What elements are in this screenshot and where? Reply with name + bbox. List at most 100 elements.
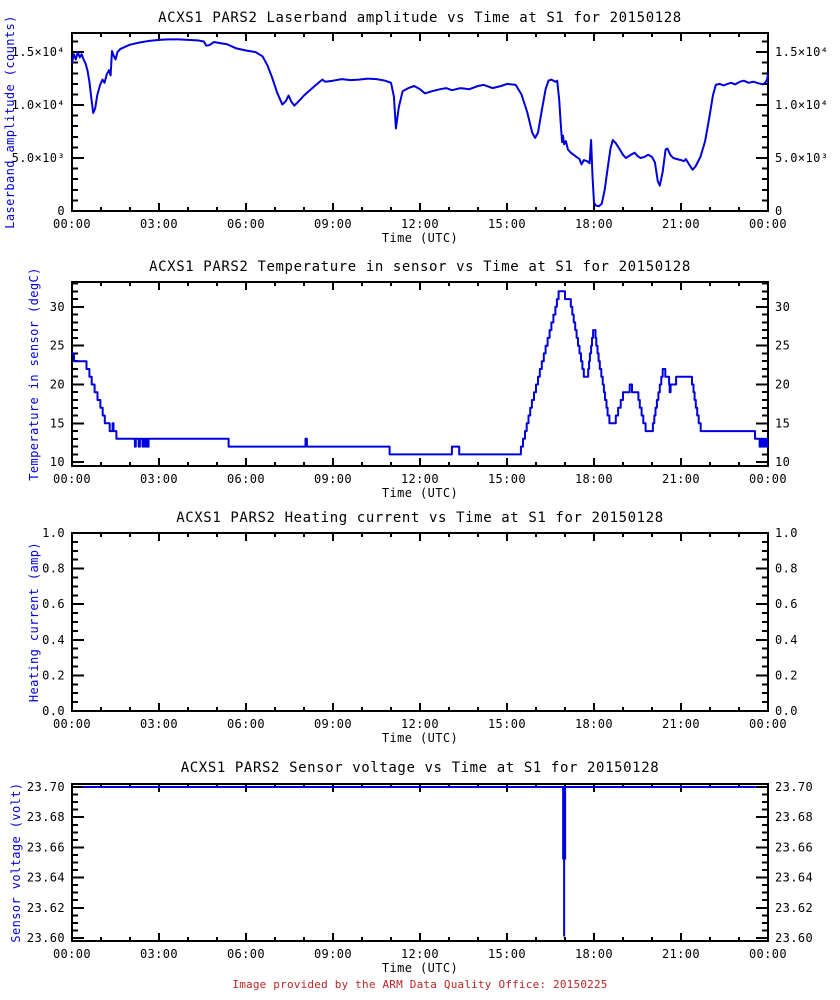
x-axis-label: Time (UTC) (382, 731, 458, 745)
x-tick-label: 15:00 (488, 947, 526, 961)
y-tick-label-right: 1.0×10⁴ (775, 98, 828, 112)
x-tick-label: 15:00 (488, 472, 526, 486)
x-tick-label: 12:00 (401, 717, 439, 731)
y-tick-label: 25 (50, 339, 65, 353)
x-tick-label: 09:00 (314, 472, 352, 486)
y-tick-label-right: 0.6 (775, 597, 798, 611)
y-tick-label: 23.60 (27, 931, 65, 945)
y-tick-label: 1.0 (42, 526, 65, 540)
x-tick-label: 18:00 (575, 472, 613, 486)
x-tick-label: 12:00 (401, 217, 439, 231)
x-tick-label: 15:00 (488, 217, 526, 231)
x-tick-label: 03:00 (140, 217, 178, 231)
y-tick-label: 0.0 (42, 704, 65, 718)
x-tick-label: 06:00 (227, 717, 265, 731)
x-tick-label: 00:00 (749, 472, 787, 486)
x-tick-label: 06:00 (227, 947, 265, 961)
chart-title: ACXS1 PARS2 Sensor voltage vs Time at S1… (181, 760, 660, 776)
data-series-sensor_temperature_degC (71, 290, 769, 456)
x-tick-label: 21:00 (662, 947, 700, 961)
y-tick-label-right: 15 (775, 416, 790, 430)
x-tick-label: 12:00 (401, 947, 439, 961)
chart-sensor-voltage: 00:00 03:00 06:00 09:00 12:00 15:00 18:00 21:00… (0, 755, 840, 1000)
x-tick-label: 12:00 (401, 472, 439, 486)
y-tick-label: 0.2 (42, 668, 65, 682)
chart-sensor-temperature: 00:00 03:00 06:00 09:00 12:00 15:00 18:00 21:00… (0, 250, 840, 502)
y-tick-label: 23.70 (27, 780, 65, 794)
y-tick-label-right: 0.2 (775, 668, 798, 682)
y-tick-label: 23.68 (27, 810, 65, 824)
y-tick-label-right: 30 (775, 300, 790, 314)
chart-laserband-amplitude: 00:00 03:00 06:00 09:00 12:00 15:00 18:00 21:00… (0, 0, 840, 250)
x-tick-label: 00:00 (749, 717, 787, 731)
y-tick-label: 1.5×10⁴ (12, 45, 65, 59)
y-tick-label-right: 25 (775, 339, 790, 353)
y-tick-label-right: 20 (775, 377, 790, 391)
y-tick-label-right: 5.0×10³ (775, 151, 828, 165)
y-tick-label: 5.0×10³ (12, 151, 65, 165)
x-tick-label: 09:00 (314, 217, 352, 231)
y-tick-label: 15 (50, 416, 65, 430)
plot-frame (71, 32, 769, 212)
y-tick-label-right: 1.0 (775, 526, 798, 540)
heating-current-plot: 00:00 03:00 06:00 09:00 12:00 15:00 18:00 21:00… (27, 510, 798, 745)
x-tick-label: 00:00 (53, 947, 91, 961)
x-tick-label: 00:00 (53, 217, 91, 231)
y-tick-label: 10 (50, 455, 65, 469)
x-tick-label: 00:00 (749, 217, 787, 231)
sensor-voltage-plot: 00:00 03:00 06:00 09:00 12:00 15:00 18:00 21:00… (9, 760, 813, 975)
footer-credit: Image provided by the ARM Data Quality O… (232, 978, 608, 991)
x-tick-label: 00:00 (53, 717, 91, 731)
y-tick-label: 1.0×10⁴ (12, 98, 65, 112)
y-tick-label-right: 0.8 (775, 562, 798, 576)
y-tick-label: 23.64 (27, 871, 65, 885)
x-tick-label: 00:00 (749, 947, 787, 961)
x-axis-label: Time (UTC) (382, 486, 458, 500)
x-tick-label: 06:00 (227, 217, 265, 231)
y-tick-label-right: 0.4 (775, 633, 798, 647)
y-axis-label: Heating current (amp) (27, 542, 41, 702)
x-axis-label: Time (UTC) (382, 961, 458, 975)
x-tick-label: 15:00 (488, 717, 526, 731)
x-tick-label: 18:00 (575, 947, 613, 961)
x-tick-label: 09:00 (314, 947, 352, 961)
x-tick-label: 18:00 (575, 717, 613, 731)
y-tick-label-right: 23.60 (775, 931, 813, 945)
plot-frame (71, 532, 769, 712)
y-axis-label: Laserband amplitude (counts) (3, 15, 17, 229)
x-tick-label: 21:00 (662, 717, 700, 731)
y-tick-label: 0.8 (42, 562, 65, 576)
sensor-temperature-plot: 00:00 03:00 06:00 09:00 12:00 15:00 18:00 21:00… (27, 259, 790, 500)
y-tick-label: 23.66 (27, 840, 65, 854)
y-tick-label: 23.62 (27, 901, 65, 915)
y-tick-label-right: 0.0 (775, 704, 798, 718)
chart-title: ACXS1 PARS2 Laserband amplitude vs Time … (158, 10, 682, 26)
x-tick-label: 18:00 (575, 217, 613, 231)
plot-frame (71, 783, 769, 942)
y-tick-label-right: 23.68 (775, 810, 813, 824)
x-tick-label: 21:00 (662, 472, 700, 486)
y-axis-label: Sensor voltage (volt) (9, 782, 23, 942)
data-series-laserband_amplitude_counts (71, 38, 769, 208)
x-tick-label: 06:00 (227, 472, 265, 486)
y-tick-label: 0.4 (42, 633, 65, 647)
x-tick-label: 03:00 (140, 472, 178, 486)
y-tick-label: 0 (57, 204, 65, 218)
y-tick-label-right: 23.70 (775, 780, 813, 794)
y-tick-label-right: 23.62 (775, 901, 813, 915)
chart-title: ACXS1 PARS2 Temperature in sensor vs Tim… (149, 259, 691, 275)
chart-heating-current: 00:00 03:00 06:00 09:00 12:00 15:00 18:00 21:00… (0, 500, 840, 756)
x-tick-label: 03:00 (140, 947, 178, 961)
y-tick-label: 0.6 (42, 597, 65, 611)
y-tick-label: 30 (50, 300, 65, 314)
x-tick-label: 21:00 (662, 217, 700, 231)
y-axis-label: Temperature in sensor (degC) (27, 267, 41, 481)
y-tick-label-right: 1.5×10⁴ (775, 45, 828, 59)
x-tick-label: 03:00 (140, 717, 178, 731)
y-tick-label: 20 (50, 377, 65, 391)
x-tick-label: 00:00 (53, 472, 91, 486)
chart-title: ACXS1 PARS2 Heating current vs Time at S… (176, 510, 664, 526)
laserband-amplitude-plot: 00:00 03:00 06:00 09:00 12:00 15:00 18:00 21:00… (3, 10, 828, 245)
y-tick-label-right: 23.64 (775, 871, 813, 885)
y-tick-label-right: 10 (775, 455, 790, 469)
